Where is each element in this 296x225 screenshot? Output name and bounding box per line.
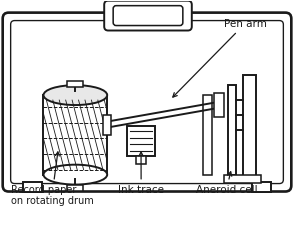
Bar: [103, 115, 111, 135]
Text: Ink trace: Ink trace: [118, 152, 164, 195]
Bar: [67, 81, 83, 87]
Bar: [224, 175, 261, 182]
Bar: [242, 75, 257, 180]
Ellipse shape: [44, 85, 107, 105]
FancyBboxPatch shape: [113, 6, 183, 26]
Bar: [252, 182, 271, 191]
Bar: [22, 182, 43, 191]
Bar: [203, 95, 212, 175]
Text: Pen arm: Pen arm: [173, 19, 266, 97]
Text: Aneroid cell: Aneroid cell: [196, 172, 258, 195]
Bar: [136, 156, 146, 164]
Text: Record paper
on rotating drum: Record paper on rotating drum: [11, 152, 94, 206]
Bar: [67, 184, 83, 191]
Ellipse shape: [44, 165, 107, 184]
Bar: [228, 85, 236, 175]
FancyBboxPatch shape: [104, 1, 192, 31]
Bar: [214, 93, 224, 117]
Bar: [127, 126, 155, 156]
FancyBboxPatch shape: [3, 13, 291, 191]
